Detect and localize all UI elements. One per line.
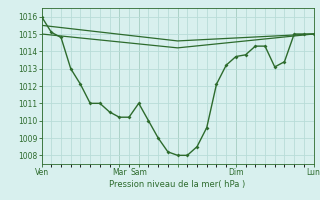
X-axis label: Pression niveau de la mer( hPa ): Pression niveau de la mer( hPa ) bbox=[109, 180, 246, 189]
